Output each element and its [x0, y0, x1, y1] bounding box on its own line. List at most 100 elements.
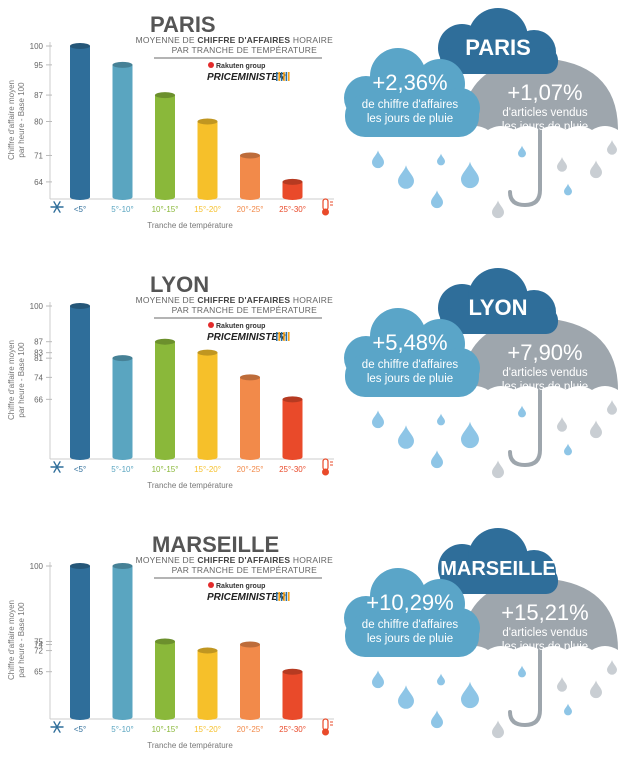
subtitle-pre: MOYENNE DE	[136, 295, 198, 305]
umbrella-handle	[508, 128, 542, 208]
rain-graphic: PARIS +2,36% de chiffre d'affaires les jour…	[344, 8, 618, 219]
bar-1	[70, 43, 90, 200]
articles-label-1: d'articles vendus	[502, 367, 588, 379]
bar-base	[240, 714, 260, 720]
bar-cap	[282, 396, 303, 403]
bar-base	[282, 194, 303, 200]
y-tick-label: 74	[34, 373, 43, 382]
raindrop-icon	[431, 450, 443, 469]
logo-stripe	[280, 72, 283, 81]
y-axis-label-1: Chiffre d'affaire moyen	[7, 600, 16, 680]
revenue-label-2: les jours de pluie	[367, 373, 453, 385]
cloud-city-label: MARSEILLE	[440, 558, 556, 580]
y-tick-label: 75	[34, 638, 43, 647]
subtitle-line2: PAR TRANCHE DE TEMPÉRATURE	[172, 305, 317, 315]
subtitle-line1: MOYENNE DE CHIFFRE D'AFFAIRES HORAIRE	[136, 295, 334, 305]
snowflake-icon	[50, 201, 64, 213]
subtitle-bold: CHIFFRE D'AFFAIRES	[197, 555, 290, 565]
subtitle-bold: CHIFFRE D'AFFAIRES	[197, 295, 290, 305]
category-label: 20°-25°	[237, 465, 264, 474]
bar-body	[240, 155, 260, 197]
snowflake-arm	[53, 461, 61, 473]
category-label: <5°	[74, 205, 86, 214]
logo-main-text: PRICEMINISTER	[207, 332, 286, 343]
bar-base	[112, 454, 133, 460]
logo-stripe	[288, 332, 290, 341]
bar-cap	[197, 118, 218, 125]
bar-cap	[240, 641, 260, 648]
logo-top-text: Rakuten group	[216, 323, 265, 330]
bar-body	[70, 566, 90, 717]
logo-stripe	[288, 592, 290, 601]
articles-percent: +1,07%	[507, 80, 582, 105]
logo-stripe	[276, 72, 278, 81]
umbrella-canopy	[462, 578, 618, 650]
y-axis-label-1: Chiffre d'affaire moyen	[7, 340, 16, 420]
raindrop-icon	[461, 681, 479, 709]
subtitle-line1: MOYENNE DE CHIFFRE D'AFFAIRES HORAIRE	[136, 555, 334, 565]
logo-stripe	[276, 332, 278, 341]
raindrop-icon	[431, 190, 443, 209]
logo-priceminister: Rakuten group PRICEMINISTER	[207, 62, 290, 83]
y-tick-label: 83	[34, 349, 43, 358]
bar-base	[155, 454, 175, 460]
bar-2	[112, 355, 133, 460]
articles-percent: +7,90%	[507, 340, 582, 365]
category-label: <5°	[74, 725, 86, 734]
revenue-label-1: de chiffre d'affaires	[362, 99, 459, 111]
raindrop-icon	[518, 145, 526, 158]
articles-label-1: d'articles vendus	[502, 627, 588, 639]
subtitle-post: HORAIRE	[290, 35, 333, 45]
raindrop-icon	[461, 421, 479, 449]
rain-graphic: LYON +5,48% de chiffre d'affaires les jours…	[344, 268, 618, 479]
bar-body	[70, 46, 90, 197]
bar-base	[240, 194, 260, 200]
subtitle-line2: PAR TRANCHE DE TEMPÉRATURE	[172, 45, 317, 55]
bar-6	[282, 396, 303, 460]
bar-3	[155, 92, 175, 200]
subtitle-pre: MOYENNE DE	[136, 555, 198, 565]
bar-3	[155, 638, 175, 720]
raindrop-icon	[431, 710, 443, 729]
y-tick-label: 72	[34, 647, 43, 656]
raindrop-icon	[518, 405, 526, 418]
logo-stripe	[285, 592, 288, 601]
raindrop-icon	[398, 165, 414, 189]
logo-stripe	[283, 592, 285, 601]
bar-base	[112, 194, 133, 200]
chart-title: PARIS	[150, 12, 216, 37]
bar-6	[282, 668, 303, 720]
bar-base	[197, 714, 218, 720]
bar-body	[112, 566, 133, 717]
snowflake-arm	[53, 721, 61, 733]
raindrop-icon	[518, 665, 526, 678]
bar-base	[240, 454, 260, 460]
revenue-percent: +5,48%	[372, 330, 447, 355]
y-axis-label-1: Chiffre d'affaire moyen	[7, 80, 16, 160]
bar-body	[240, 644, 260, 717]
bar-body	[197, 650, 218, 717]
bar-cap	[240, 152, 260, 159]
raindrop-icon	[461, 161, 479, 189]
y-tick-label: 87	[34, 338, 43, 347]
bar-base	[282, 714, 303, 720]
y-tick-label: 95	[34, 61, 43, 70]
x-axis-label: Tranche de température	[147, 221, 233, 230]
bar-body	[197, 121, 218, 197]
subtitle-post: HORAIRE	[290, 295, 333, 305]
raindrop-icon	[372, 670, 384, 689]
bar-cap	[240, 374, 260, 381]
bar-5	[240, 152, 260, 200]
category-label: 15°-20°	[194, 205, 221, 214]
subtitle-pre: MOYENNE DE	[136, 35, 198, 45]
bar-base	[70, 714, 90, 720]
bar-body	[155, 641, 175, 717]
y-axis-label-2: par heure - Base 100	[17, 602, 26, 678]
bar-base	[70, 454, 90, 460]
raindrop-icon	[564, 443, 572, 456]
raindrop-icon	[590, 680, 602, 699]
category-label: 5°-10°	[111, 465, 133, 474]
chart-title: LYON	[150, 272, 209, 297]
cloud-light-base	[345, 615, 479, 657]
